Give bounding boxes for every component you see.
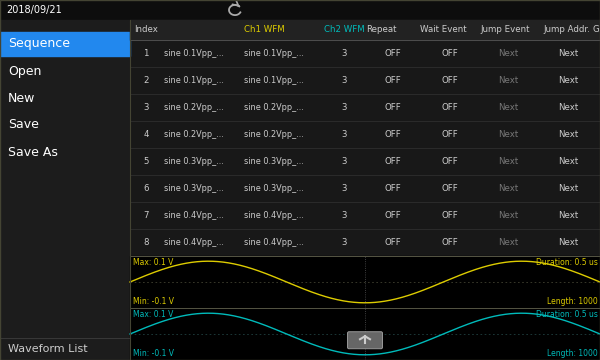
Text: Min: -0.1 V: Min: -0.1 V <box>133 349 174 358</box>
Text: 2: 2 <box>143 76 149 85</box>
Text: sine 0.4Vpp_...: sine 0.4Vpp_... <box>244 238 304 247</box>
Text: Next: Next <box>558 103 578 112</box>
Text: New: New <box>8 91 35 104</box>
Text: 3: 3 <box>341 211 347 220</box>
Text: Next: Next <box>498 157 518 166</box>
Text: 7: 7 <box>143 211 149 220</box>
Text: sine 0.3Vpp_...: sine 0.3Vpp_... <box>164 184 224 193</box>
Text: OFF: OFF <box>385 157 401 166</box>
Text: 3: 3 <box>341 184 347 193</box>
Text: 3: 3 <box>341 49 347 58</box>
Text: 5: 5 <box>143 157 149 166</box>
Text: 4: 4 <box>143 130 149 139</box>
Text: OFF: OFF <box>385 49 401 58</box>
Text: 3: 3 <box>143 103 149 112</box>
Text: Ch1 WFM: Ch1 WFM <box>244 26 285 35</box>
Text: Index: Index <box>134 26 158 35</box>
Text: Save As: Save As <box>8 145 58 158</box>
Bar <box>130 256 600 308</box>
FancyBboxPatch shape <box>347 332 383 349</box>
Text: Duration: 0.5 us: Duration: 0.5 us <box>536 258 598 267</box>
Text: Sequence: Sequence <box>8 37 70 50</box>
Text: 3: 3 <box>341 130 347 139</box>
Text: Min: -0.1 V: Min: -0.1 V <box>133 297 174 306</box>
Text: Duration: 0.5 us: Duration: 0.5 us <box>536 310 598 319</box>
Text: OFF: OFF <box>442 184 458 193</box>
Text: 3: 3 <box>341 76 347 85</box>
Text: OFF: OFF <box>385 184 401 193</box>
Text: sine 0.4Vpp_...: sine 0.4Vpp_... <box>164 211 224 220</box>
Text: Next: Next <box>498 130 518 139</box>
Text: sine 0.1Vpp_...: sine 0.1Vpp_... <box>164 76 224 85</box>
Text: 3: 3 <box>341 157 347 166</box>
Text: OFF: OFF <box>385 103 401 112</box>
Text: Save: Save <box>8 118 39 131</box>
Text: sine 0.1Vpp_...: sine 0.1Vpp_... <box>164 49 224 58</box>
Text: Next: Next <box>498 49 518 58</box>
Text: 3: 3 <box>341 238 347 247</box>
Text: 2018/09/21: 2018/09/21 <box>6 5 62 15</box>
Text: sine 0.3Vpp_...: sine 0.3Vpp_... <box>164 157 224 166</box>
Text: 3: 3 <box>341 103 347 112</box>
Text: sine 0.1Vpp_...: sine 0.1Vpp_... <box>244 76 304 85</box>
Text: 8: 8 <box>143 238 149 247</box>
Text: Ch2 WFM: Ch2 WFM <box>324 26 365 35</box>
Text: Next: Next <box>498 103 518 112</box>
Text: Next: Next <box>558 211 578 220</box>
Text: Length: 1000: Length: 1000 <box>547 349 598 358</box>
Bar <box>0 0 600 20</box>
Text: sine 0.4Vpp_...: sine 0.4Vpp_... <box>244 211 304 220</box>
Bar <box>130 20 600 256</box>
Bar <box>0 20 130 360</box>
Text: Open: Open <box>8 64 41 77</box>
Text: Next: Next <box>558 130 578 139</box>
Text: Jump Event: Jump Event <box>480 26 530 35</box>
Text: Repeat: Repeat <box>366 26 397 35</box>
Text: OFF: OFF <box>385 130 401 139</box>
Text: sine 0.1Vpp_...: sine 0.1Vpp_... <box>244 49 304 58</box>
Text: OFF: OFF <box>385 211 401 220</box>
Text: 6: 6 <box>143 184 149 193</box>
Text: Max: 0.1 V: Max: 0.1 V <box>133 258 173 267</box>
Text: sine 0.2Vpp_...: sine 0.2Vpp_... <box>244 103 304 112</box>
Text: Next: Next <box>498 184 518 193</box>
Text: Next: Next <box>558 157 578 166</box>
Text: OFF: OFF <box>442 130 458 139</box>
Text: Length: 1000: Length: 1000 <box>547 297 598 306</box>
Bar <box>0 32 130 56</box>
Text: OFF: OFF <box>442 211 458 220</box>
Text: Next: Next <box>498 211 518 220</box>
Text: sine 0.2Vpp_...: sine 0.2Vpp_... <box>164 103 224 112</box>
Text: Next: Next <box>498 238 518 247</box>
Text: OFF: OFF <box>385 238 401 247</box>
Bar <box>130 308 600 360</box>
Text: Waveform List: Waveform List <box>8 344 88 354</box>
Bar <box>130 20 600 40</box>
Text: sine 0.2Vpp_...: sine 0.2Vpp_... <box>164 130 224 139</box>
Text: Next: Next <box>558 184 578 193</box>
Text: Next: Next <box>558 238 578 247</box>
Text: 1: 1 <box>143 49 149 58</box>
Text: OFF: OFF <box>442 103 458 112</box>
Text: sine 0.2Vpp_...: sine 0.2Vpp_... <box>244 130 304 139</box>
Text: OFF: OFF <box>385 76 401 85</box>
Text: Next: Next <box>558 76 578 85</box>
Text: Next: Next <box>498 76 518 85</box>
Text: Wait Event: Wait Event <box>420 26 467 35</box>
Text: OFF: OFF <box>442 76 458 85</box>
Text: OFF: OFF <box>442 238 458 247</box>
Text: OFF: OFF <box>442 49 458 58</box>
Text: Next: Next <box>558 49 578 58</box>
Text: sine 0.3Vpp_...: sine 0.3Vpp_... <box>244 184 304 193</box>
Text: Jump Addr.: Jump Addr. <box>543 26 590 35</box>
Text: OFF: OFF <box>442 157 458 166</box>
Text: sine 0.4Vpp_...: sine 0.4Vpp_... <box>164 238 224 247</box>
Text: sine 0.3Vpp_...: sine 0.3Vpp_... <box>244 157 304 166</box>
Text: Go To: Go To <box>593 26 600 35</box>
Text: Max: 0.1 V: Max: 0.1 V <box>133 310 173 319</box>
